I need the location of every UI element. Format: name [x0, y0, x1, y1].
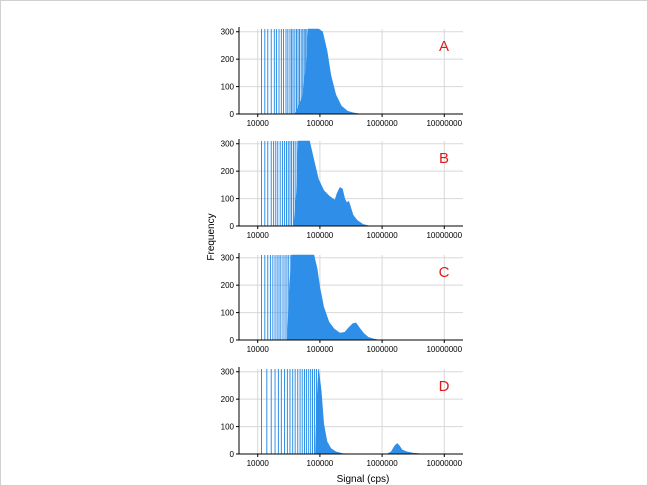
y-axis-title: Frequency — [206, 213, 217, 260]
y-tick-label: 300 — [221, 254, 235, 263]
panel-label: B — [439, 150, 449, 167]
histogram-envelope — [294, 28, 361, 115]
x-tick-label: 10000 — [247, 231, 270, 240]
y-tick-label: 200 — [221, 167, 235, 176]
x-tick-label: 100000 — [307, 345, 334, 354]
x-tick-label: 10000 — [247, 345, 270, 354]
x-tick-label: 100000 — [307, 231, 334, 240]
y-tick-label: 300 — [221, 140, 235, 149]
x-tick-label: 10000000 — [426, 345, 462, 354]
histogram-envelope — [293, 140, 375, 227]
y-tick-label: 200 — [221, 55, 235, 64]
y-tick-label: 200 — [221, 395, 235, 404]
panel-label: A — [439, 38, 449, 55]
x-tick-label: 1000000 — [367, 459, 399, 468]
panel-label: C — [439, 264, 450, 281]
x-tick-label: 10000 — [247, 119, 270, 128]
y-tick-label: 100 — [221, 309, 235, 318]
y-tick-label: 300 — [221, 368, 235, 377]
panel-b: 0 100 200 300 10000 100000 1000000 10000000 B — [221, 139, 463, 240]
y-tick-label: 0 — [230, 450, 235, 459]
y-tick-label: 200 — [221, 281, 235, 290]
x-tick-label: 10000 — [247, 459, 270, 468]
x-tick-label: 1000000 — [367, 345, 399, 354]
y-tick-label: 0 — [230, 336, 235, 345]
y-tick-label: 0 — [230, 110, 235, 119]
panel-label: D — [439, 378, 450, 395]
x-axis-title: Signal (cps) — [337, 474, 390, 485]
x-tick-label: 1000000 — [367, 119, 399, 128]
x-tick-label: 1000000 — [367, 231, 399, 240]
x-tick-label: 10000000 — [426, 231, 462, 240]
x-tick-label: 100000 — [307, 119, 334, 128]
y-tick-label: 100 — [221, 195, 235, 204]
panel-c: 0 100 200 300 10000 100000 1000000 10000000 C — [221, 253, 463, 354]
y-tick-label: 100 — [221, 423, 235, 432]
y-tick-label: 0 — [230, 222, 235, 231]
y-tick-label: 300 — [221, 28, 235, 37]
x-tick-label: 100000 — [307, 459, 334, 468]
x-tick-label: 10000000 — [426, 459, 462, 468]
y-tick-label: 100 — [221, 83, 235, 92]
histogram-envelope — [315, 368, 426, 455]
x-tick-label: 10000000 — [426, 119, 462, 128]
panel-d: 0 100 200 300 10000 100000 1000000 10000000 D — [221, 367, 463, 468]
panel-a: 0 100 200 300 10000 100000 1000000 10000000 A — [221, 27, 463, 128]
histogram-envelope — [287, 254, 380, 341]
